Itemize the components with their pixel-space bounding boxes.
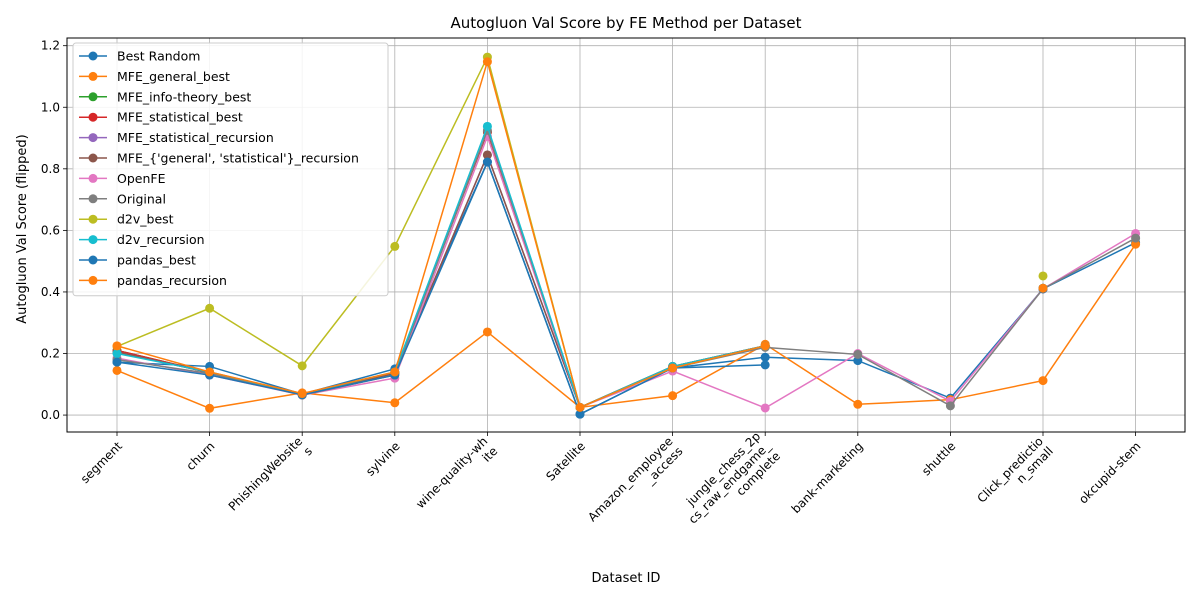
legend-entry: Original [79, 191, 166, 206]
legend-entry: MFE_general_best [79, 69, 230, 84]
legend-marker [88, 71, 98, 81]
data-point [760, 352, 770, 362]
legend-label: Best Random [117, 49, 200, 64]
legend-entry: MFE_statistical_recursion [79, 130, 274, 145]
y-tick-label: 0.4 [41, 285, 60, 299]
y-tick-label: 0.2 [41, 347, 60, 361]
chart-title: Autogluon Val Score by FE Method per Dat… [451, 14, 802, 32]
series-line [116, 243, 1137, 410]
y-tick-label: 0.0 [41, 408, 60, 422]
data-point [205, 367, 215, 377]
legend-label: MFE_info-theory_best [117, 89, 251, 104]
legend-marker [88, 255, 98, 265]
data-point [297, 361, 307, 371]
data-point [112, 341, 122, 351]
legend-entry: MFE_info-theory_best [79, 89, 251, 104]
data-point [760, 403, 770, 413]
y-tick-label: 1.0 [41, 100, 60, 114]
legend: Best Random MFE_general_best MFE_info-theo… [72, 42, 389, 297]
series-11 [112, 57, 1048, 412]
legend-label: d2v_best [117, 212, 174, 227]
legend-label: MFE_{'general', 'statistical'}_recursion [117, 151, 359, 166]
data-point [1038, 271, 1048, 281]
legend-entry: d2v_recursion [79, 232, 205, 247]
data-point [297, 389, 307, 399]
data-point [1131, 233, 1141, 243]
y-tick-label: 0.6 [41, 223, 60, 237]
data-point [1038, 376, 1048, 386]
legend-entry: OpenFE [79, 171, 166, 186]
data-point [390, 398, 400, 408]
legend-entry: MFE_statistical_best [79, 110, 243, 125]
data-point [390, 241, 400, 251]
x-axis-label: Dataset ID [592, 571, 661, 586]
legend-marker [88, 214, 98, 224]
data-point [482, 157, 492, 167]
legend-marker [88, 194, 98, 204]
data-point [853, 349, 863, 359]
data-point [482, 150, 492, 160]
legend-label: MFE_statistical_best [117, 110, 243, 125]
data-point [1131, 239, 1141, 249]
data-point [482, 121, 492, 131]
legend-label: pandas_recursion [117, 273, 227, 288]
data-point [482, 327, 492, 337]
legend-label: MFE_statistical_recursion [117, 130, 274, 145]
legend-label: OpenFE [117, 171, 166, 186]
legend-label: MFE_general_best [117, 69, 230, 84]
legend-entry: pandas_recursion [79, 273, 227, 288]
y-tick-label: 0.8 [41, 162, 60, 176]
legend-marker [88, 173, 98, 183]
y-axis-label: Autogluon Val Score (flipped) [15, 134, 30, 323]
legend-entry: pandas_best [79, 253, 196, 268]
data-point [853, 399, 863, 409]
data-point [205, 403, 215, 413]
data-point [112, 357, 122, 367]
legend-box [72, 42, 389, 297]
data-point [760, 341, 770, 351]
series-lines [112, 52, 1141, 419]
legend-entry: d2v_best [79, 212, 174, 227]
legend-marker [88, 133, 98, 143]
data-point [205, 303, 215, 313]
legend-entry: MFE_{'general', 'statistical'}_recursion [79, 151, 359, 166]
data-point [575, 409, 585, 419]
legend-marker [88, 275, 98, 285]
legend-label: pandas_best [117, 253, 196, 268]
series-line [116, 58, 766, 409]
data-point [482, 57, 492, 67]
legend-entry: Best Random [79, 49, 200, 64]
legend-label: Original [117, 191, 166, 206]
data-point [853, 356, 863, 366]
data-point [668, 391, 678, 401]
data-point [390, 367, 400, 377]
legend-marker [88, 153, 98, 163]
data-point [112, 349, 122, 359]
plot-frame [66, 37, 1186, 433]
data-point [1038, 283, 1048, 293]
legend-marker [88, 51, 98, 61]
legend-label: d2v_recursion [117, 232, 205, 247]
data-point [575, 402, 585, 412]
data-point [668, 363, 678, 373]
data-point [760, 360, 770, 370]
legend-marker [88, 92, 98, 102]
legend-marker [88, 112, 98, 122]
series-line [116, 160, 766, 416]
y-axis: 0.0 0.2 0.4 0.6 0.8 1.0 1.2 [41, 39, 67, 422]
data-point [945, 401, 955, 411]
data-point [112, 365, 122, 375]
legend-marker [88, 235, 98, 245]
y-tick-label: 1.2 [41, 39, 60, 53]
